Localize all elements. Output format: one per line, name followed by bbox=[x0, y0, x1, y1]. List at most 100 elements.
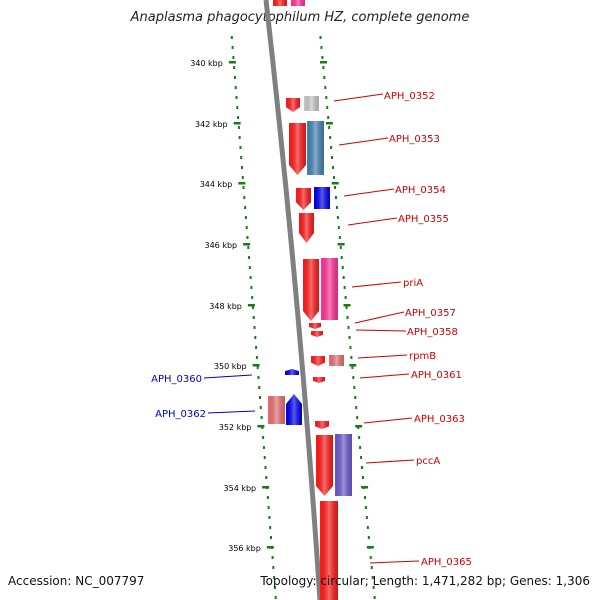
ring-dot bbox=[259, 396, 262, 399]
ring-dot bbox=[249, 276, 252, 279]
ring-dot bbox=[267, 506, 270, 509]
ring-dot bbox=[350, 356, 353, 359]
ring-dot bbox=[259, 406, 262, 409]
ring-dot bbox=[355, 406, 358, 409]
label-leader-line bbox=[357, 354, 408, 359]
ring-dot bbox=[251, 296, 254, 299]
ring-dot bbox=[243, 196, 246, 199]
ring-dot bbox=[354, 396, 357, 399]
map-title: Anaplasma phagocytophilum HZ, complete g… bbox=[130, 10, 470, 25]
ring-dot bbox=[238, 136, 241, 139]
ring-dot bbox=[264, 466, 267, 469]
ring-dot bbox=[255, 346, 258, 349]
genome-backbone bbox=[263, 0, 323, 600]
ring-dot bbox=[369, 556, 372, 559]
ring-dot bbox=[246, 236, 249, 239]
ring-dot bbox=[342, 276, 345, 279]
label-leader-line bbox=[355, 329, 407, 332]
tick-label: 352 kbp bbox=[219, 423, 252, 432]
label-leader-line bbox=[343, 188, 395, 197]
ring-dot bbox=[269, 536, 272, 539]
gene-feature-shade bbox=[329, 355, 344, 366]
ring-dot bbox=[266, 496, 269, 499]
ring-dot bbox=[253, 326, 256, 329]
gene-feature-shade bbox=[335, 434, 352, 496]
ring-dot bbox=[344, 296, 347, 299]
tick-dash bbox=[331, 182, 339, 185]
tick-dash bbox=[325, 122, 333, 125]
gene-feature-shade bbox=[285, 369, 299, 375]
tick-dash bbox=[257, 425, 265, 428]
ring-dot bbox=[244, 206, 247, 209]
ring-dot bbox=[325, 96, 328, 99]
tick-marks: 340 kbp 342 kbp 344 kbp 346 kbp 348 kbp 350 k… bbox=[190, 59, 374, 553]
ring-dot bbox=[358, 436, 361, 439]
gene-label: rpmB bbox=[409, 351, 436, 362]
ring-dot bbox=[349, 346, 352, 349]
ring-dot bbox=[353, 386, 356, 389]
label-leader-line bbox=[359, 373, 410, 379]
ring-dot bbox=[338, 236, 341, 239]
ring-dot bbox=[248, 256, 251, 259]
gene-label: APH_0355 bbox=[398, 214, 449, 225]
ring-dot bbox=[231, 46, 234, 49]
tick-dash bbox=[233, 122, 241, 125]
ring-dot bbox=[247, 246, 250, 249]
ring-dot bbox=[337, 226, 340, 229]
ring-dot bbox=[244, 216, 247, 219]
ring-dot bbox=[362, 476, 365, 479]
ring-dot bbox=[240, 156, 243, 159]
ring-dot bbox=[365, 516, 368, 519]
ring-dot bbox=[232, 56, 235, 59]
tick-dash bbox=[243, 243, 251, 246]
accession-text: Accession: NC_007797 bbox=[8, 574, 145, 588]
gene-label: APH_0362 bbox=[155, 409, 206, 420]
label-leader-line bbox=[365, 459, 415, 464]
tick-dash bbox=[238, 182, 246, 185]
gene-label: pccA bbox=[416, 456, 440, 467]
ring-dot bbox=[272, 566, 275, 569]
ring-dot bbox=[236, 106, 239, 109]
gene-label: APH_0365 bbox=[421, 557, 472, 568]
ring-dot bbox=[367, 536, 370, 539]
ring-dot bbox=[237, 126, 240, 129]
ring-dot bbox=[251, 306, 254, 309]
gene-label: APH_0358 bbox=[407, 327, 458, 338]
ring-dot bbox=[260, 416, 263, 419]
ring-dot bbox=[360, 456, 363, 459]
ring-dot bbox=[234, 86, 237, 89]
ring-dot bbox=[359, 446, 362, 449]
ring-dot bbox=[361, 466, 364, 469]
ring-dot bbox=[262, 436, 265, 439]
gene-feature-shade bbox=[304, 96, 319, 111]
gene-feature-shade bbox=[314, 187, 330, 209]
tick-dash bbox=[343, 304, 351, 307]
gene-feature-shade bbox=[289, 123, 306, 175]
ring-dot bbox=[335, 206, 338, 209]
ring-dot bbox=[250, 286, 253, 289]
ring-dot bbox=[233, 66, 236, 69]
ring-dot bbox=[372, 586, 375, 589]
ring-dot bbox=[319, 36, 322, 39]
outer-dotted-ring-right bbox=[319, 36, 376, 599]
ring-dot bbox=[241, 166, 244, 169]
gene-feature-shade bbox=[286, 98, 300, 112]
ring-dot bbox=[373, 596, 376, 599]
tick-dash bbox=[355, 425, 363, 428]
ring-dot bbox=[366, 526, 369, 529]
gene-feature-shade bbox=[311, 331, 323, 337]
gene-feature-shade bbox=[268, 396, 285, 424]
ring-dot bbox=[340, 256, 343, 259]
ring-dot bbox=[345, 306, 348, 309]
gene-feature-shade bbox=[313, 377, 325, 383]
gene-feature-shade bbox=[320, 501, 338, 600]
ring-dot bbox=[268, 516, 271, 519]
gene-label: priA bbox=[403, 278, 423, 289]
ring-dot bbox=[328, 126, 331, 129]
gene-feature-shade bbox=[315, 421, 329, 429]
tick-dash bbox=[252, 364, 260, 367]
label-leader-line bbox=[333, 93, 384, 102]
ring-dot bbox=[230, 36, 233, 39]
ring-dot bbox=[322, 66, 325, 69]
